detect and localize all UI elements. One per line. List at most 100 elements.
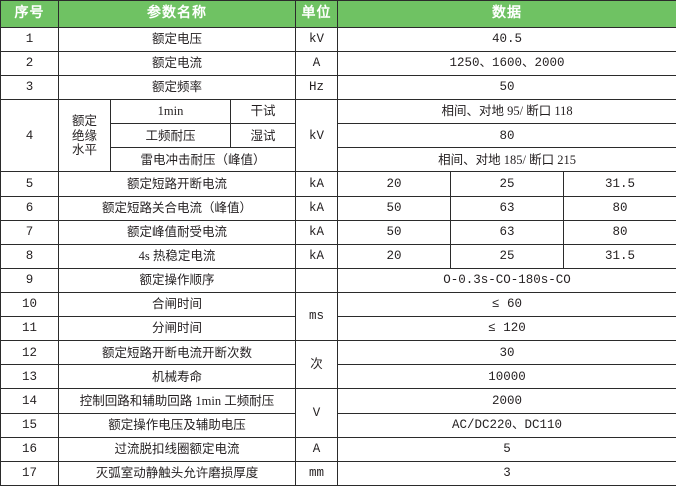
- power-frequency-withstand-label-line-1: 1min: [110, 99, 231, 125]
- table-row: 13 机械寿命 10000: [0, 364, 676, 390]
- row-index: 3: [0, 75, 59, 101]
- lightning-impulse-label: 雷电冲击耐压（峰值）: [109, 147, 297, 173]
- insulation-label-line-3: 水平: [71, 142, 97, 157]
- row-param: 过流脱扣线圈额定电流: [57, 436, 297, 462]
- row-data-a: 20: [337, 243, 452, 269]
- row-param: 机械寿命: [57, 364, 297, 390]
- row-data: 3: [337, 460, 676, 486]
- row-data: AC/DC220、DC110: [337, 412, 676, 438]
- row-index: 5: [0, 171, 59, 197]
- row-data-c: 31.5: [563, 171, 676, 197]
- row-data: ≤ 60: [337, 291, 676, 318]
- row-param: 额定频率: [57, 75, 297, 101]
- row-unit: kA: [295, 195, 339, 221]
- row-data: 5: [337, 436, 676, 462]
- row-index: 13: [0, 364, 59, 390]
- row-unit: [295, 267, 339, 294]
- row-param: 额定峰值耐受电流: [57, 219, 297, 245]
- row-data-b: 63: [450, 195, 565, 221]
- row-param: 合闸时间: [57, 291, 297, 318]
- row-param: 额定短路开断电流开断次数: [57, 340, 297, 366]
- row-index: 6: [0, 195, 59, 221]
- row-param: 4s 热稳定电流: [57, 243, 297, 269]
- row-unit: A: [295, 436, 339, 462]
- row-data-c: 80: [563, 219, 676, 245]
- row-index: 16: [0, 436, 59, 462]
- header-unit: 单位: [295, 0, 339, 28]
- row-index: 8: [0, 243, 59, 269]
- row-param: 额定电流: [57, 50, 297, 77]
- row-data-c: 31.5: [563, 243, 676, 269]
- row-unit: A: [295, 50, 339, 77]
- table-row: 3 额定频率 Hz 50: [0, 75, 676, 101]
- power-frequency-withstand-label-line-2: 工频耐压: [110, 123, 231, 149]
- row-unit: 次: [295, 340, 339, 390]
- table-row: 9 额定操作顺序 O-0.3s-CO-180s-CO: [0, 267, 676, 294]
- table-row: 12 额定短路开断电流开断次数 次 30: [0, 340, 676, 390]
- row-data: 1250、1600、2000: [337, 50, 676, 77]
- header-index: 序号: [0, 0, 59, 28]
- dry-test-label: 干试: [229, 99, 297, 125]
- table-row: 17 灭弧室动静触头允许磨损厚度 mm 3: [0, 460, 676, 486]
- row-data-a: 20: [337, 171, 452, 197]
- table-row: 16 过流脱扣线圈额定电流 A 5: [0, 436, 676, 462]
- row-data: 40.5: [337, 26, 676, 52]
- row-data-b: 25: [450, 171, 565, 197]
- row-index: 11: [0, 316, 59, 342]
- row-data: 50: [337, 75, 676, 101]
- row-index: 1: [0, 26, 59, 52]
- table-row: 7 额定峰值耐受电流 kA 50 63 80: [0, 219, 676, 245]
- table-row: 2 额定电流 A 1250、1600、2000: [0, 50, 676, 77]
- insulation-label-line-2: 绝缘: [71, 128, 97, 143]
- row-index: 7: [0, 219, 59, 245]
- row-data-a: 50: [337, 219, 452, 245]
- table-header-row: 序号 参数名称 单位 数据: [0, 0, 676, 28]
- dry-test-data: 相间、对地 95/ 断口 118: [337, 99, 676, 125]
- row-unit: Hz: [295, 75, 339, 101]
- row-index: 17: [0, 460, 59, 486]
- row-unit: ms: [295, 291, 339, 342]
- row-index: 2: [0, 50, 59, 77]
- row-unit: kA: [295, 243, 339, 269]
- row-unit: mm: [295, 460, 339, 486]
- row-data-c: 80: [563, 195, 676, 221]
- row-unit: kV: [295, 26, 339, 52]
- header-param: 参数名称: [57, 0, 297, 28]
- row-unit: kA: [295, 171, 339, 197]
- table-row: 5 额定短路开断电流 kA 20 25 31.5: [0, 171, 676, 197]
- row-data: 2000: [337, 388, 676, 414]
- row-param: 分闸时间: [57, 316, 297, 342]
- wet-test-data: 80: [337, 123, 676, 149]
- row-unit: V: [295, 388, 339, 438]
- table-row: 1 额定电压 kV 40.5: [0, 26, 676, 52]
- row-index: 10: [0, 291, 59, 318]
- row-param: 额定操作电压及辅助电压: [57, 412, 297, 438]
- table-row: 8 4s 热稳定电流 kA 20 25 31.5: [0, 243, 676, 269]
- row-param: 额定短路开断电流: [57, 171, 297, 197]
- row-index: 9: [0, 267, 59, 294]
- wet-test-label: 湿试: [229, 123, 297, 149]
- row-param: 额定操作顺序: [57, 267, 297, 294]
- row-index: 12: [0, 340, 59, 366]
- row-unit: kV: [295, 99, 339, 173]
- row-index: 4: [0, 99, 59, 173]
- insulation-level-label: 额定 绝缘 水平: [58, 99, 111, 173]
- insulation-label-line-1: 额定: [71, 114, 97, 129]
- table-row: 15 额定操作电压及辅助电压 AC/DC220、DC110: [0, 412, 676, 438]
- row-data-b: 25: [450, 243, 565, 269]
- table-row: 10 合闸时间 ms ≤ 60: [0, 291, 676, 342]
- row-index: 15: [0, 412, 59, 438]
- row-data: O-0.3s-CO-180s-CO: [337, 267, 676, 294]
- lightning-impulse-data: 相间、对地 185/ 断口 215: [337, 147, 676, 173]
- header-data: 数据: [337, 0, 676, 28]
- row-param: 额定短路关合电流（峰值）: [57, 195, 297, 221]
- row-data-b: 63: [450, 219, 565, 245]
- row-param: 灭弧室动静触头允许磨损厚度: [57, 460, 297, 486]
- row-index: 14: [0, 388, 59, 414]
- table-row: 雷电冲击耐压（峰值） 相间、对地 185/ 断口 215: [1, 147, 676, 173]
- row-param: 控制回路和辅助回路 1min 工频耐压: [57, 388, 297, 414]
- table-row: 11 分闸时间 ≤ 120: [0, 316, 676, 342]
- row-data: 10000: [337, 364, 676, 390]
- table-row: 14 控制回路和辅助回路 1min 工频耐压 V 2000: [0, 388, 676, 438]
